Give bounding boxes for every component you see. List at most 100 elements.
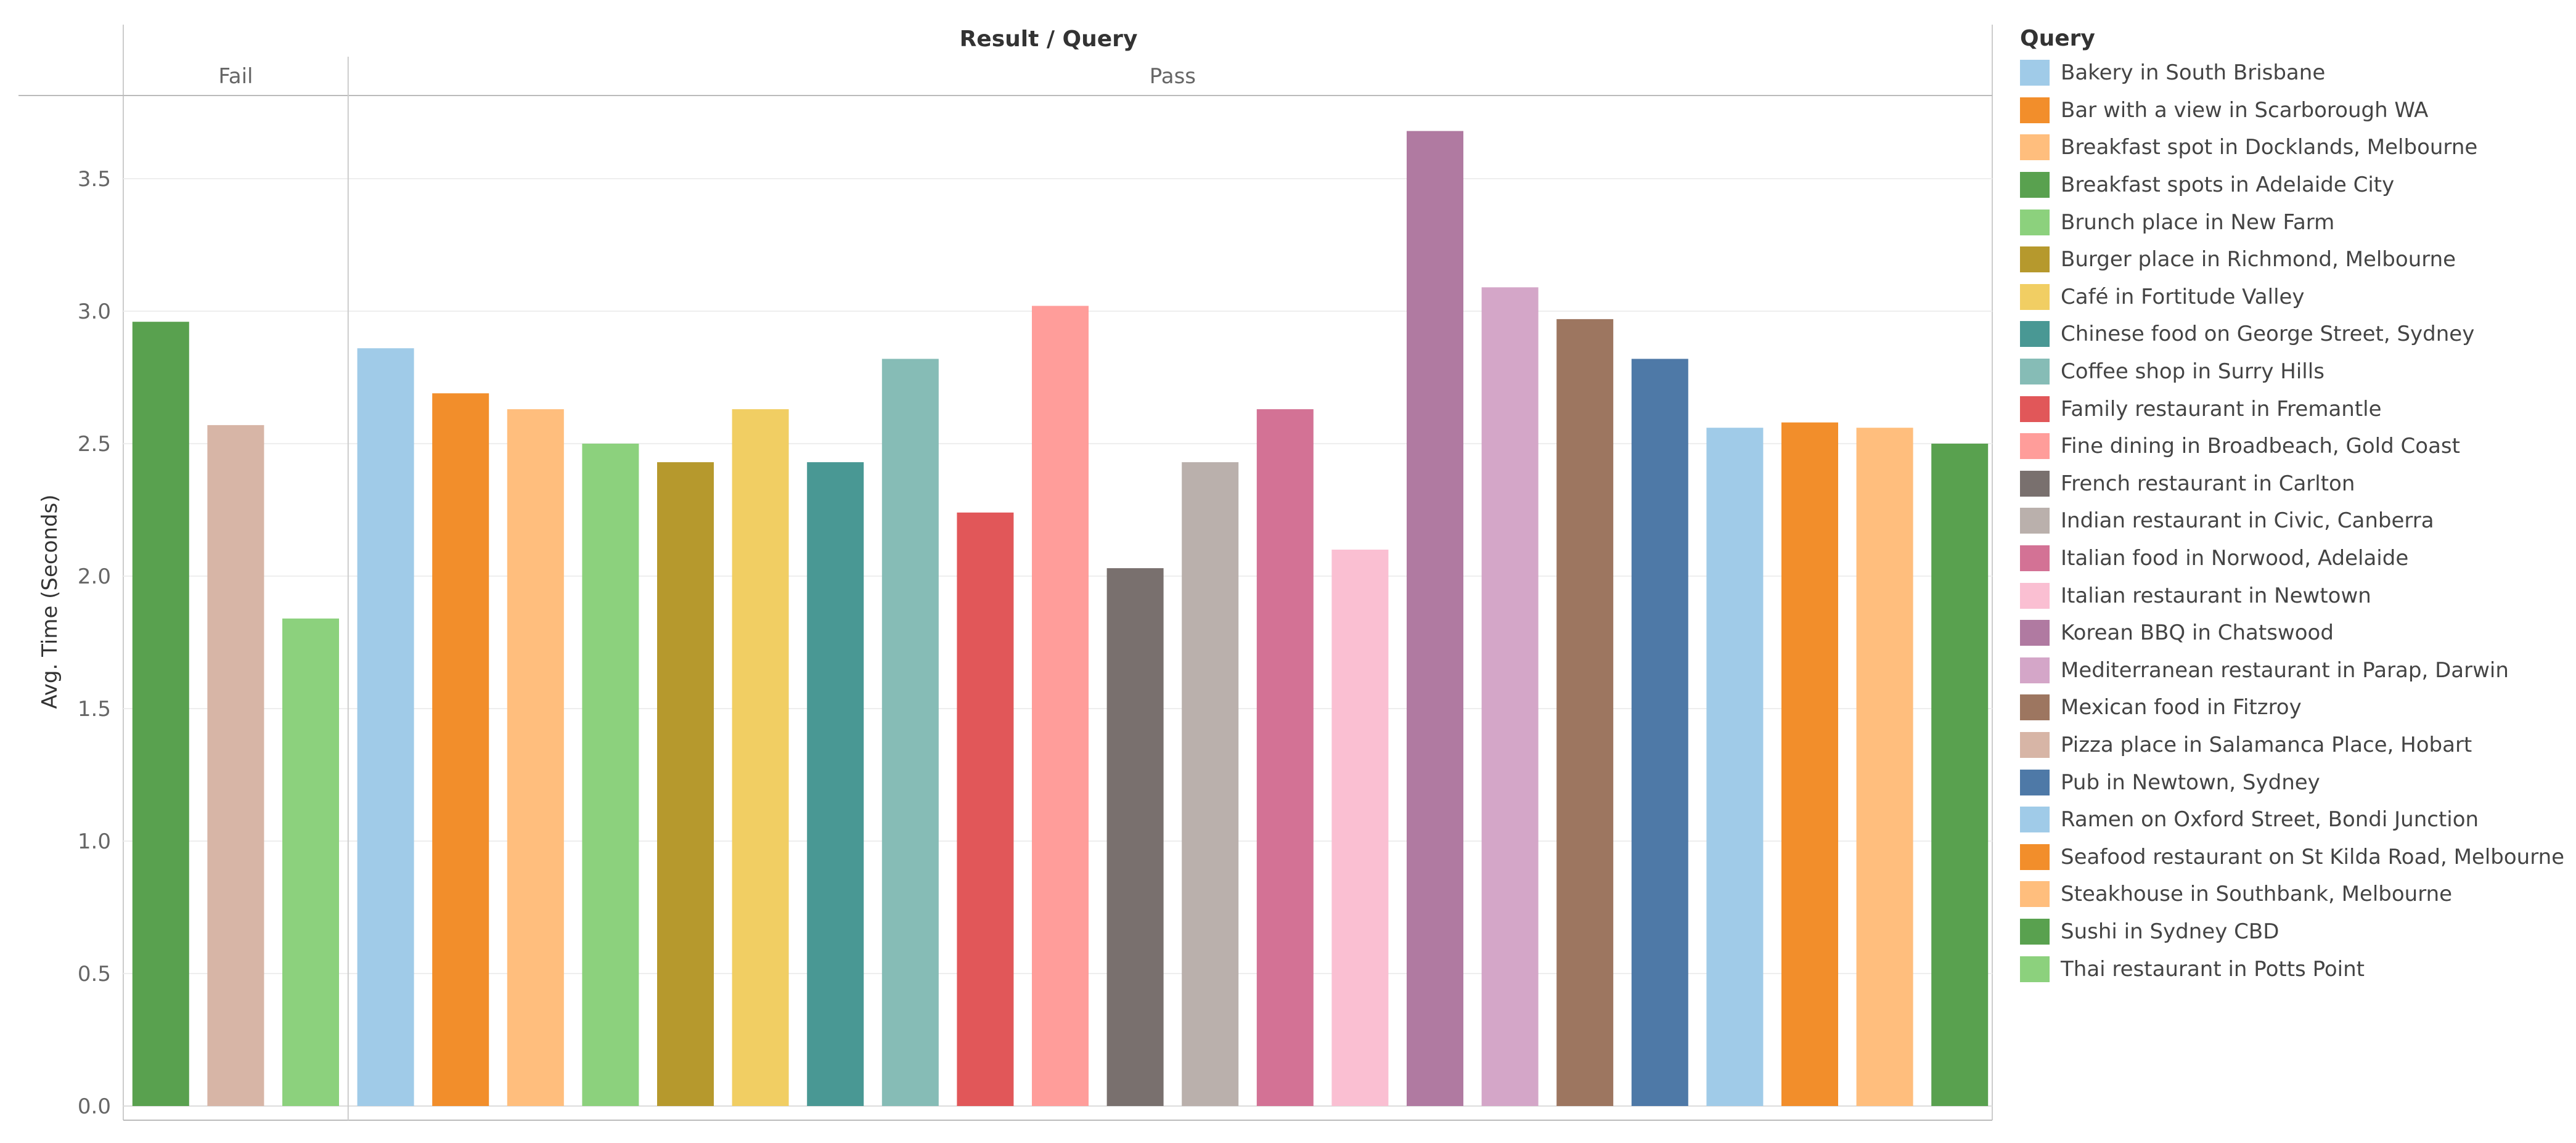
header-title: Result / Query	[960, 26, 1138, 52]
bar	[1856, 428, 1913, 1107]
legend-item: Coffee shop in Surry Hills	[2020, 353, 2575, 391]
bar	[357, 348, 414, 1107]
bar	[1481, 287, 1539, 1106]
bar	[657, 462, 714, 1106]
legend-item: Pizza place in Salamanca Place, Hobart	[2020, 726, 2575, 764]
bar	[1631, 359, 1688, 1106]
legend-label: French restaurant in Carlton	[2061, 471, 2355, 496]
legend-item: Seafood restaurant on St Kilda Road, Mel…	[2020, 838, 2575, 876]
legend-label: Steakhouse in Southbank, Melbourne	[2061, 882, 2453, 907]
y-tick-label: 2.5	[78, 432, 111, 457]
bar	[582, 444, 639, 1106]
legend-item: Fine dining in Broadbeach, Gold Coast	[2020, 428, 2575, 465]
legend-label: Mexican food in Fitzroy	[2061, 695, 2302, 720]
bar	[1331, 550, 1389, 1106]
legend-swatch	[2020, 97, 2050, 123]
y-tick-label: 3.0	[78, 299, 111, 324]
legend-swatch	[2020, 359, 2050, 385]
legend-label: Breakfast spots in Adelaide City	[2061, 173, 2395, 198]
legend-swatch	[2020, 582, 2050, 609]
legend-label: Chinese food on George Street, Sydney	[2061, 322, 2475, 347]
legend-item: Bar with a view in Scarborough WA	[2020, 92, 2575, 129]
legend-item: French restaurant in Carlton	[2020, 465, 2575, 503]
legend-label: Café in Fortitude Valley	[2061, 284, 2305, 309]
legend-item: Sushi in Sydney CBD	[2020, 913, 2575, 951]
legend-title: Query	[2020, 26, 2095, 51]
bar	[881, 359, 939, 1106]
legend-item: Café in Fortitude Valley	[2020, 279, 2575, 316]
bar	[1556, 319, 1614, 1106]
legend-swatch	[2020, 881, 2050, 908]
bar	[1106, 568, 1164, 1106]
bar	[132, 322, 189, 1107]
y-tick-label: 1.0	[78, 829, 111, 854]
y-tick-label: 3.5	[78, 167, 111, 192]
legend-label: Pub in Newtown, Sydney	[2061, 770, 2320, 795]
bar	[807, 462, 864, 1106]
legend-label: Burger place in Richmond, Melbourne	[2061, 247, 2456, 272]
legend-swatch	[2020, 134, 2050, 161]
y-tick-label: 0.0	[78, 1094, 111, 1119]
legend-item: Korean BBQ in Chatswood	[2020, 614, 2575, 652]
legend-item: Italian restaurant in Newtown	[2020, 577, 2575, 614]
legend-label: Pizza place in Salamanca Place, Hobart	[2061, 732, 2472, 757]
bar	[1706, 428, 1764, 1107]
legend-label: Indian restaurant in Civic, Canberra	[2061, 508, 2434, 534]
bar	[432, 393, 489, 1106]
legend-label: Family restaurant in Fremantle	[2061, 396, 2382, 421]
bar	[207, 425, 264, 1106]
group-label: Pass	[1150, 64, 1196, 89]
legend-swatch	[2020, 60, 2050, 86]
legend-item: Italian food in Norwood, Adelaide	[2020, 540, 2575, 577]
legend-swatch	[2020, 545, 2050, 572]
bar	[732, 409, 789, 1106]
y-tick-label: 0.5	[78, 962, 111, 986]
legend-item: Bakery in South Brisbane	[2020, 54, 2575, 92]
bar	[507, 409, 564, 1106]
legend-swatch	[2020, 731, 2050, 758]
y-axis-label: Avg. Time (Seconds)	[38, 495, 62, 709]
legend-items: Bakery in South Brisbane Bar with a view …	[2020, 54, 2575, 988]
legend-label: Italian restaurant in Newtown	[2061, 583, 2371, 608]
legend-item: Steakhouse in Southbank, Melbourne	[2020, 876, 2575, 913]
legend-label: Korean BBQ in Chatswood	[2061, 620, 2334, 646]
bar	[1407, 131, 1463, 1107]
legend-swatch	[2020, 396, 2050, 422]
legend-item: Mediterranean restaurant in Parap, Darwi…	[2020, 652, 2575, 689]
legend-label: Coffee shop in Surry Hills	[2061, 359, 2325, 384]
legend-label: Italian food in Norwood, Adelaide	[2061, 546, 2409, 571]
bar-chart: Result / Query 0.0 0.5 1.0 1.5 2.0 2.5 3.0 3.5 Av…	[18, 25, 1993, 1121]
legend-item: Chinese food on George Street, Sydney	[2020, 315, 2575, 353]
legend-label: Bakery in South Brisbane	[2061, 60, 2326, 86]
legend-swatch	[2020, 844, 2050, 870]
legend: Query Bakery in South Brisbane Bar with a…	[2020, 23, 2575, 988]
legend-swatch	[2020, 657, 2050, 683]
legend-label: Brunch place in New Farm	[2061, 209, 2335, 235]
group-label: Fail	[218, 64, 253, 89]
bar	[1781, 422, 1838, 1106]
bar	[1931, 444, 1989, 1106]
legend-item: Mexican food in Fitzroy	[2020, 689, 2575, 726]
bar	[282, 618, 339, 1106]
legend-swatch	[2020, 470, 2050, 497]
legend-label: Sushi in Sydney CBD	[2061, 919, 2280, 944]
legend-item: Ramen on Oxford Street, Bondi Junction	[2020, 801, 2575, 839]
legend-swatch	[2020, 172, 2050, 198]
legend-swatch	[2020, 807, 2050, 833]
bar	[1032, 306, 1089, 1106]
legend-label: Thai restaurant in Potts Point	[2061, 956, 2365, 982]
legend-swatch	[2020, 918, 2050, 945]
legend-label: Breakfast spot in Docklands, Melbourne	[2061, 135, 2478, 160]
legend-swatch	[2020, 246, 2050, 273]
legend-swatch	[2020, 956, 2050, 982]
legend-swatch	[2020, 321, 2050, 348]
bar	[957, 512, 1014, 1106]
legend-swatch	[2020, 209, 2050, 235]
legend-item: Thai restaurant in Potts Point	[2020, 950, 2575, 988]
legend-label: Seafood restaurant on St Kilda Road, Mel…	[2061, 844, 2565, 869]
legend-swatch	[2020, 283, 2050, 310]
legend-item: Breakfast spot in Docklands, Melbourne	[2020, 129, 2575, 166]
legend-swatch	[2020, 620, 2050, 646]
legend-item: Breakfast spots in Adelaide City	[2020, 166, 2575, 204]
legend-label: Bar with a view in Scarborough WA	[2061, 97, 2429, 123]
